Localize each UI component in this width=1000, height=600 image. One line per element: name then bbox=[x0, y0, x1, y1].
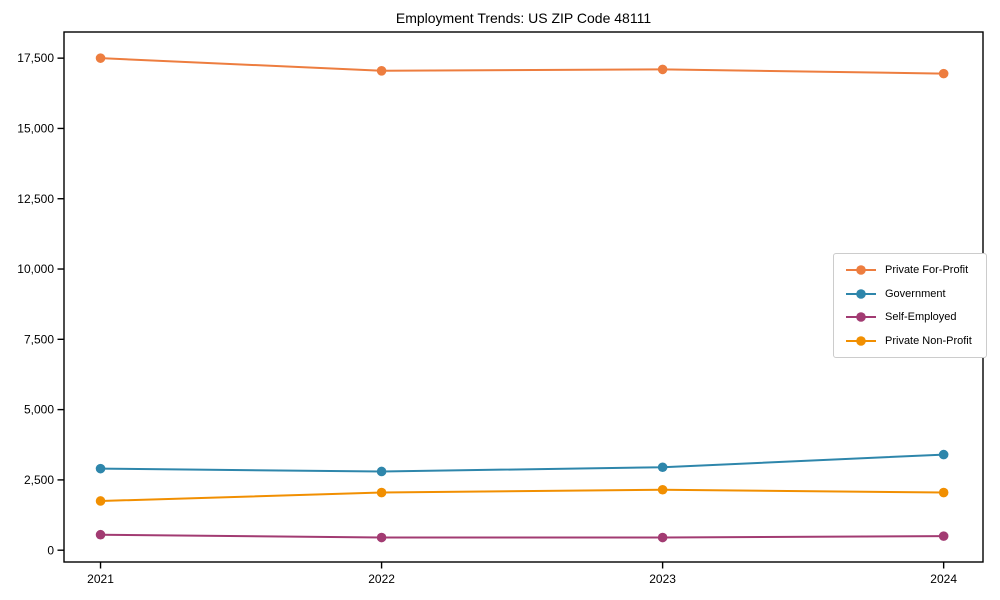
y-tick-label-15000: 15,000 bbox=[17, 122, 54, 136]
point-private-non-profit-2021 bbox=[95, 496, 106, 506]
series-line-self-employed bbox=[100, 533, 944, 539]
point-self-employed-2024 bbox=[938, 531, 949, 541]
legend-label: Private Non-Profit bbox=[885, 335, 972, 348]
legend-item-private-for-profit: Private For-Profit bbox=[845, 259, 986, 280]
legend-marker-government bbox=[846, 288, 876, 299]
series-line-private-for-profit bbox=[100, 57, 944, 75]
point-self-employed-2023 bbox=[657, 532, 668, 543]
point-government-2022 bbox=[376, 466, 387, 477]
point-self-employed-2022 bbox=[376, 532, 387, 543]
legend-dot bbox=[856, 336, 866, 346]
point-government-2024 bbox=[938, 449, 949, 460]
legend-label: Self-Employed bbox=[885, 311, 957, 324]
point-private-for-profit-2023 bbox=[657, 64, 668, 75]
y-tick-label-10000: 10,000 bbox=[17, 262, 54, 276]
series-line-government bbox=[100, 453, 944, 473]
x-tick-label-2023: 2023 bbox=[649, 572, 676, 586]
point-private-non-profit-2024 bbox=[938, 487, 949, 498]
x-tick-label-2022: 2022 bbox=[368, 572, 395, 586]
legend-item-government: Government bbox=[845, 283, 986, 304]
legend-item-private-non-profit: Private Non-Profit bbox=[845, 331, 986, 352]
point-private-non-profit-2022 bbox=[376, 487, 387, 498]
x-tick-label-2021: 2021 bbox=[87, 572, 114, 586]
x-tick-label-2024: 2024 bbox=[930, 572, 957, 586]
point-private-for-profit-2022 bbox=[376, 66, 387, 76]
point-self-employed-2021 bbox=[95, 529, 106, 540]
legend: Private For-Profit Government Self-Employe… bbox=[833, 253, 987, 358]
legend-label: Government bbox=[885, 287, 946, 300]
point-government-2023 bbox=[657, 462, 668, 473]
y-tick-label-12500: 12,500 bbox=[17, 192, 54, 206]
point-private-non-profit-2023 bbox=[657, 484, 668, 495]
legend-dot bbox=[856, 288, 866, 299]
point-government-2021 bbox=[95, 463, 106, 474]
legend-dot bbox=[856, 265, 866, 275]
point-private-for-profit-2021 bbox=[95, 53, 106, 63]
y-tick-label-0: 0 bbox=[47, 543, 54, 557]
legend-label: Private For-Profit bbox=[885, 263, 969, 276]
legend-marker-private-for-profit bbox=[846, 265, 876, 275]
y-tick-label-5000: 5,000 bbox=[24, 403, 54, 417]
legend-marker-private-non-profit bbox=[846, 336, 876, 346]
legend-item-self-employed: Self-Employed bbox=[845, 307, 986, 328]
y-tick-label-7500: 7,500 bbox=[24, 332, 54, 346]
y-tick-label-2500: 2,500 bbox=[24, 473, 54, 487]
chart-title: Employment Trends: US ZIP Code 48111 bbox=[395, 10, 652, 26]
series-line-private-non-profit bbox=[100, 488, 944, 502]
point-private-for-profit-2024 bbox=[938, 68, 949, 79]
legend-marker-self-employed bbox=[846, 312, 876, 323]
y-tick-label-17500: 17,500 bbox=[17, 51, 54, 65]
legend-dot bbox=[856, 312, 866, 323]
